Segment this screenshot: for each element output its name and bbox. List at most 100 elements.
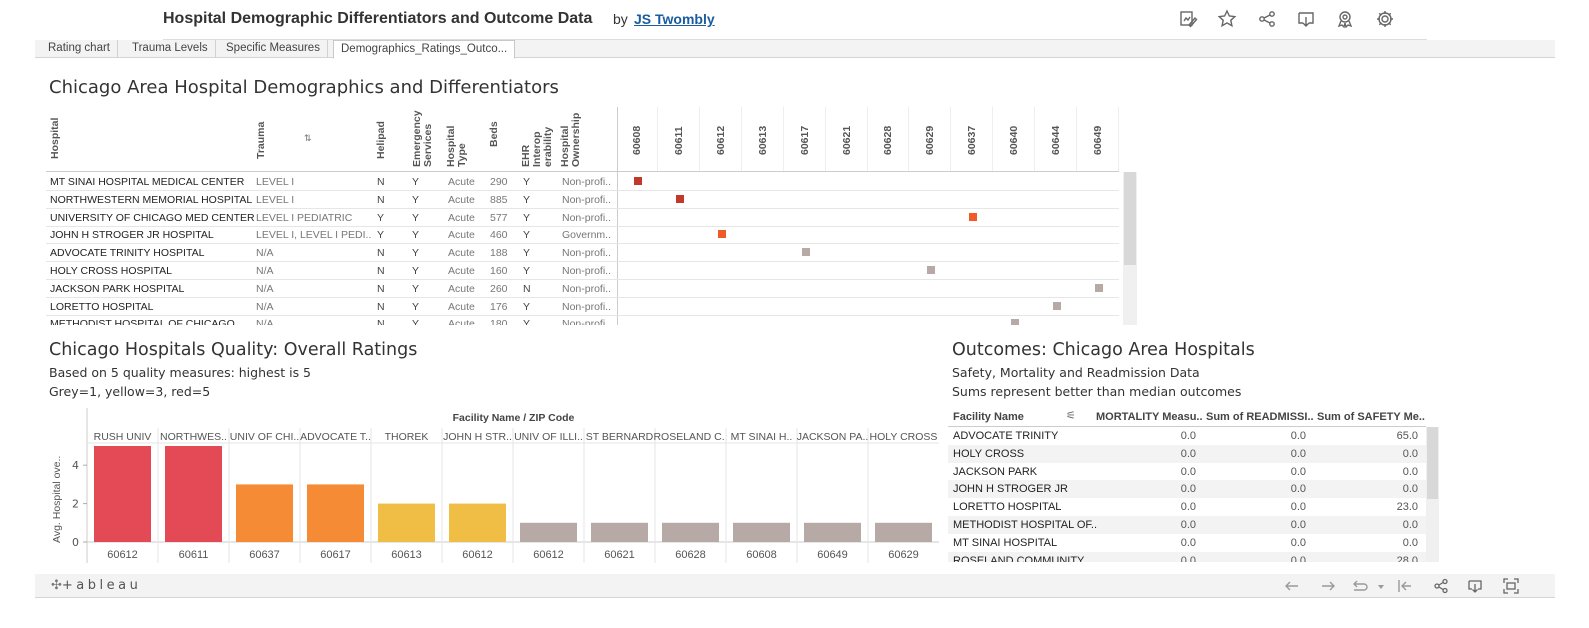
table-row[interactable]: HOLY CROSS HOSPITAL N/A N Y Acute 160 Y Non-pro… <box>46 262 1119 280</box>
tab-rating-chart[interactable]: Rating chart <box>41 40 119 58</box>
zip-col-header[interactable]: 60611 <box>672 126 685 155</box>
col-header-hospital-type[interactable]: Hospital Type <box>445 125 468 167</box>
category-label[interactable]: JACKSON PA.. <box>797 431 869 443</box>
tableau-logo[interactable]: ✣+ableau <box>51 578 142 593</box>
zip-col-header[interactable]: 60612 <box>714 125 727 155</box>
edit-icon[interactable] <box>1177 8 1199 30</box>
bar[interactable] <box>804 522 861 542</box>
fullscreen-icon[interactable] <box>1502 577 1520 595</box>
table-row[interactable]: JACKSON PARK 0.0 0.0 0.0 <box>948 463 1426 481</box>
table-row[interactable]: LORETTO HOSPITAL 0.0 0.0 23.0 <box>948 498 1426 516</box>
col-header-beds[interactable]: Beds <box>488 121 500 147</box>
outcomes-scroll-thumb[interactable] <box>1427 427 1438 499</box>
col-header-trauma[interactable]: Trauma <box>255 121 267 159</box>
col-header-hospital[interactable]: Hospital <box>49 117 61 159</box>
col-header-ownership[interactable]: Hospital Ownership <box>559 112 582 167</box>
zip-marker[interactable] <box>717 230 726 239</box>
gear-icon[interactable] <box>1374 8 1396 30</box>
category-label[interactable]: UNIV OF CHI.. <box>230 431 299 443</box>
bar[interactable] <box>378 503 435 542</box>
bar[interactable] <box>449 503 506 542</box>
category-label[interactable]: ADVOCATE T.. <box>300 431 371 443</box>
zip-marker[interactable] <box>927 266 936 274</box>
bar[interactable] <box>875 522 932 542</box>
zip-col-header[interactable]: 60640 <box>1008 125 1021 155</box>
author-link[interactable]: JS Twombly <box>634 11 715 27</box>
sort-icon[interactable]: ⚟ <box>1066 410 1076 422</box>
table-row[interactable]: LORETTO HOSPITAL N/A N Y Acute 176 Y Non-profi.… <box>46 298 1119 316</box>
category-label[interactable]: HOLY CROSS <box>870 431 938 443</box>
zip-marker[interactable] <box>675 194 684 203</box>
undo-icon[interactable] <box>1283 577 1301 595</box>
table-row[interactable]: UNIVERSITY OF CHICAGO MED CENTER LEVEL I … <box>46 209 1119 227</box>
demographics-scroll-thumb[interactable] <box>1124 172 1136 265</box>
category-label[interactable]: ST BERNARD <box>586 431 654 443</box>
table-row[interactable]: METHODIST HOSPITAL OF CHICAGO N/A N Y Acute 1… <box>46 315 1119 325</box>
share-icon[interactable] <box>1432 577 1450 595</box>
download-icon[interactable] <box>1295 8 1317 30</box>
zip-col-header[interactable]: 60629 <box>924 125 937 155</box>
table-row[interactable]: MT SINAI HOSPITAL MEDICAL CENTER LEVEL I N… <box>46 173 1119 191</box>
category-label[interactable]: MT SINAI H.. <box>731 431 793 443</box>
col-header-facility[interactable]: Facility Name <box>953 411 1024 423</box>
tab-demographics[interactable]: Demographics_Ratings_Outco... <box>333 40 516 59</box>
download-icon[interactable] <box>1466 577 1484 595</box>
table-row[interactable]: ROSELAND COMMUNITY 0.0 0.0 28.0 <box>948 551 1426 562</box>
category-label[interactable]: UNIV OF ILLI.. <box>514 431 583 443</box>
tab-trauma-levels[interactable]: Trauma Levels <box>125 40 216 58</box>
bar[interactable] <box>662 522 719 542</box>
zip-marker[interactable] <box>634 177 642 185</box>
zip-marker[interactable] <box>1094 283 1103 292</box>
sort-icon[interactable]: ⇅ <box>304 133 312 143</box>
zip-col-header[interactable]: 60621 <box>840 125 853 155</box>
col-header-readmission[interactable]: Sum of READMISSI.. <box>1206 411 1314 423</box>
table-row[interactable]: HOLY CROSS 0.0 0.0 0.0 <box>948 444 1426 463</box>
col-header-emergency[interactable]: Emergency Services <box>411 110 434 167</box>
table-row[interactable]: NORTHWESTERN MEMORIAL HOSPITAL LEVEL I N Y A… <box>46 191 1119 209</box>
category-label[interactable]: ROSELAND C.. <box>653 431 727 443</box>
col-header-safety[interactable]: Sum of SAFETY Me.. <box>1317 411 1425 423</box>
zip-col-header[interactable]: 60613 <box>756 125 769 155</box>
table-row[interactable]: JOHN H STROGER JR HOSPITAL LEVEL I, LEVEL… <box>46 226 1119 245</box>
redo-icon[interactable] <box>1319 577 1337 595</box>
table-row[interactable]: JACKSON PARK HOSPITAL N/A N Y Acute 260 N Non-p… <box>46 280 1119 298</box>
share-icon[interactable] <box>1256 8 1278 30</box>
table-row[interactable]: ADVOCATE TRINITY 0.0 0.0 65.0 <box>948 427 1426 445</box>
table-row[interactable]: MT SINAI HOSPITAL 0.0 0.0 0.0 <box>948 534 1426 552</box>
zip-col-header[interactable]: 60644 <box>1050 125 1062 155</box>
zip-col-header[interactable]: 60617 <box>798 125 811 155</box>
zip-marker[interactable] <box>1011 319 1020 325</box>
bar[interactable] <box>165 446 222 542</box>
reset-icon[interactable] <box>1396 577 1414 595</box>
bar[interactable] <box>94 446 151 542</box>
category-label[interactable]: NORTHWES.. <box>160 431 227 443</box>
demographics-scrollbar[interactable] <box>1123 172 1137 325</box>
zip-col-header[interactable]: 60608 <box>631 125 643 155</box>
category-label[interactable]: RUSH UNIV <box>94 431 152 443</box>
table-row[interactable]: ADVOCATE TRINITY HOSPITAL N/A N Y Acute 188 Y N… <box>46 244 1119 263</box>
zip-marker[interactable] <box>1053 301 1061 310</box>
outcomes-scrollbar[interactable] <box>1426 427 1439 562</box>
revert-icon[interactable] <box>1351 577 1369 595</box>
bar[interactable] <box>307 484 364 542</box>
zip-marker[interactable] <box>801 248 810 257</box>
bar[interactable] <box>520 522 577 542</box>
zip-marker[interactable] <box>969 212 978 221</box>
tab-specific-measures[interactable]: Specific Measures <box>219 40 328 58</box>
bar[interactable] <box>733 522 790 542</box>
zip-col-header[interactable]: 60637 <box>966 125 979 155</box>
category-label[interactable]: JOHN H STR.. <box>443 431 512 443</box>
zip-col-header[interactable]: 60649 <box>1091 125 1104 155</box>
table-row[interactable]: JOHN H STROGER JR 0.0 0.0 0.0 <box>948 480 1426 499</box>
bar[interactable] <box>591 522 648 542</box>
bar[interactable] <box>236 484 293 542</box>
col-header-helipad[interactable]: Helipad <box>375 121 387 159</box>
zip-col-header[interactable]: 60628 <box>882 125 895 155</box>
col-header-ehr[interactable]: EHR Interop erability <box>520 126 554 167</box>
category-label[interactable]: THOREK <box>385 431 429 443</box>
table-row[interactable]: METHODIST HOSPITAL OF.. 0.0 0.0 0.0 <box>948 516 1426 534</box>
star-icon[interactable] <box>1216 8 1238 30</box>
dropdown-icon[interactable] <box>1372 577 1384 595</box>
badge-icon[interactable] <box>1334 8 1356 30</box>
col-header-mortality[interactable]: MORTALITY Measu.. <box>1096 411 1203 423</box>
